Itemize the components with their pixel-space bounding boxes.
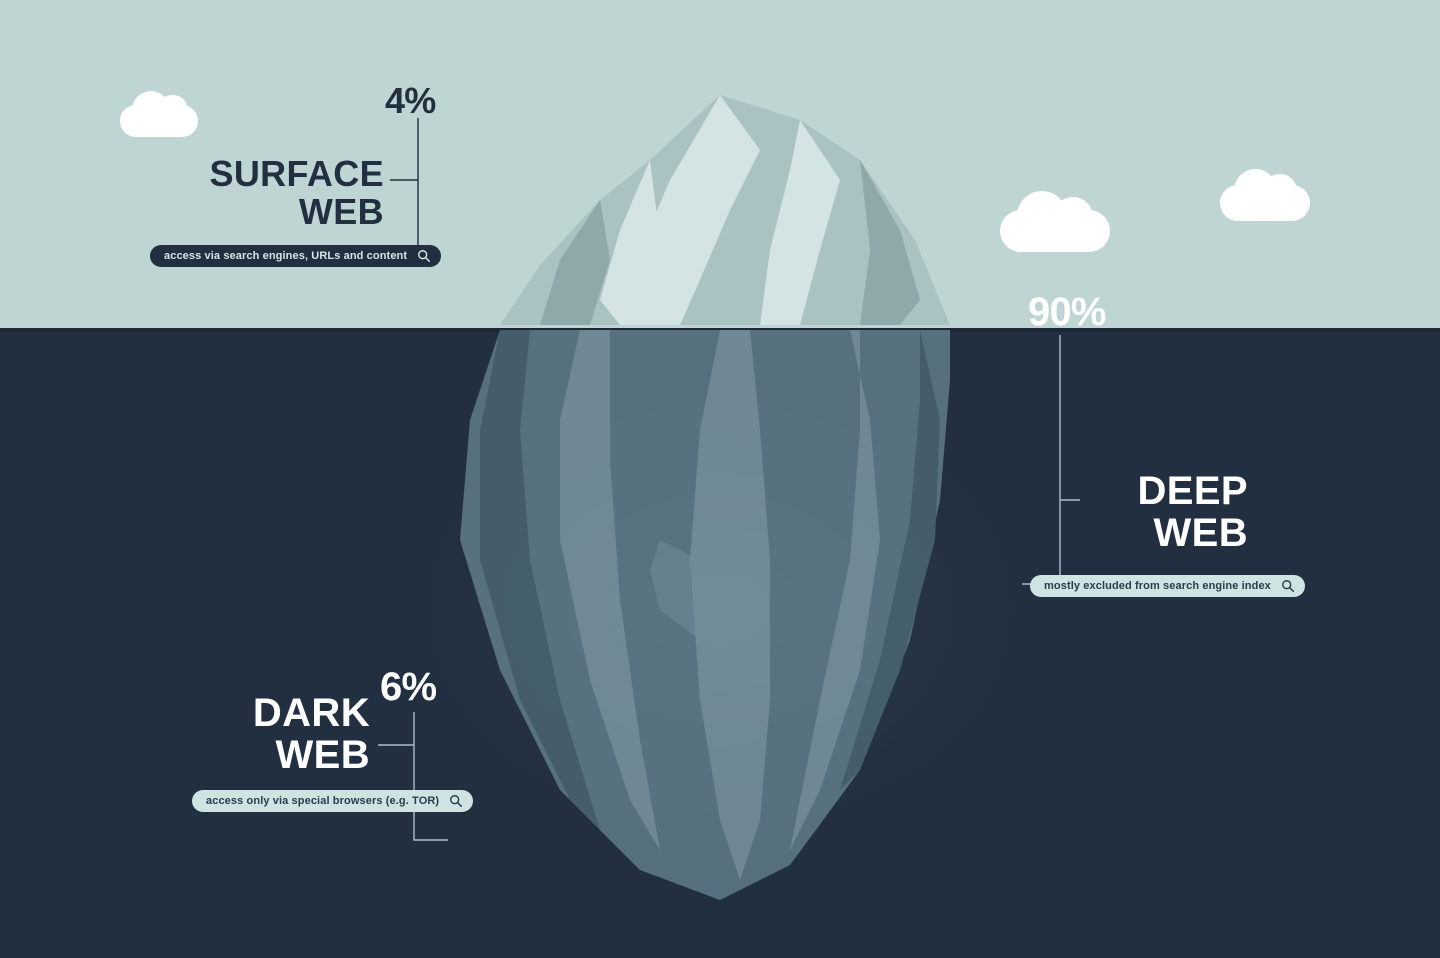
surface-title-line1: SURFACE [204,155,384,193]
infographic-stage: 4% SURFACE WEB access via search engines… [0,0,1440,958]
search-icon [417,249,431,263]
deep-searchbox: mostly excluded from search engine index [1030,575,1305,597]
cloud-icon [1000,210,1110,252]
surface-percentage: 4% [385,80,436,122]
dark-percentage: 6% [380,665,436,710]
search-icon [449,794,463,808]
surface-title-line2: WEB [204,193,384,231]
waterline [0,328,1440,332]
dark-title-line2: WEB [240,734,370,776]
surface-search-text: access via search engines, URLs and cont… [164,250,407,262]
deep-title-line1: DEEP [1088,470,1248,512]
dark-title: DARK WEB [240,692,370,776]
deep-search-text: mostly excluded from search engine index [1044,580,1271,592]
cloud-icon [1220,185,1310,221]
deep-title: DEEP WEB [1088,470,1248,554]
cloud-icon [120,105,198,137]
deep-percentage: 90% [1028,290,1106,335]
dark-title-line1: DARK [240,692,370,734]
dark-searchbox: access only via special browsers (e.g. T… [192,790,473,812]
surface-title: SURFACE WEB [204,155,384,231]
dark-search-text: access only via special browsers (e.g. T… [206,795,439,807]
ocean-region [0,330,1440,958]
deep-title-line2: WEB [1088,512,1248,554]
surface-searchbox: access via search engines, URLs and cont… [150,245,441,267]
search-icon [1281,579,1295,593]
